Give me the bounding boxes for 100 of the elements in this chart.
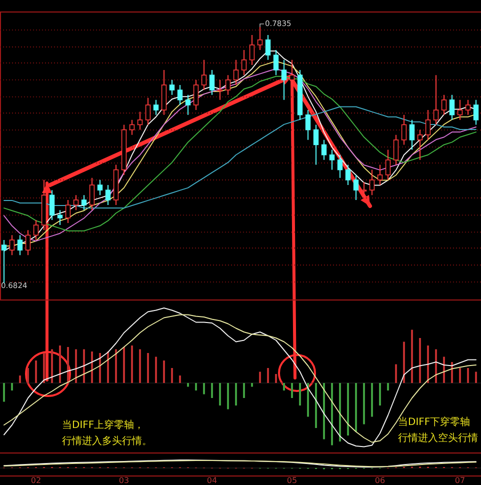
bar	[323, 383, 325, 440]
candlestick	[337, 154, 343, 178]
bar	[67, 347, 69, 383]
candlestick	[449, 94, 455, 120]
bar	[387, 383, 389, 390]
candlestick	[329, 149, 335, 170]
candlestick	[225, 74, 231, 96]
candlestick	[249, 34, 255, 66]
bar	[51, 349, 53, 383]
candlestick	[193, 79, 199, 111]
candlestick	[353, 174, 359, 200]
bar	[451, 362, 453, 383]
bar	[291, 383, 293, 398]
candlestick	[265, 34, 271, 60]
bar	[339, 383, 341, 442]
bar	[283, 383, 285, 390]
candlestick	[273, 49, 279, 76]
bar	[187, 383, 189, 387]
x-tick-label: 04	[206, 476, 218, 485]
x-tick-label: 07	[454, 476, 466, 485]
bar	[35, 360, 37, 383]
candlestick	[129, 119, 135, 136]
candlestick	[409, 119, 415, 150]
bar	[19, 376, 21, 383]
candlestick	[209, 70, 215, 96]
bar	[363, 383, 365, 424]
candlestick	[177, 84, 183, 106]
candlestick	[9, 234, 15, 256]
candlestick	[393, 134, 399, 166]
candlestick	[73, 194, 79, 211]
bar	[227, 383, 229, 410]
bar	[299, 383, 301, 406]
bar	[411, 330, 413, 383]
bar	[379, 383, 381, 406]
x-tick-label: 02	[30, 476, 42, 485]
candlestick	[81, 194, 87, 211]
candlestick	[241, 49, 247, 76]
bar	[219, 383, 221, 406]
annotation: 行情进入空头行情	[398, 432, 478, 444]
candlestick	[313, 124, 319, 166]
bar	[91, 352, 93, 383]
bar	[123, 347, 125, 383]
bar	[59, 346, 61, 383]
bar	[99, 353, 101, 383]
annotation: 行情进入多头行情。	[62, 435, 152, 447]
candlestick	[49, 190, 55, 220]
bar	[139, 349, 141, 383]
bar	[235, 383, 237, 406]
bar	[307, 383, 309, 417]
candlestick	[377, 164, 383, 186]
bar	[11, 383, 13, 390]
candlestick	[17, 234, 23, 256]
candlestick	[369, 169, 375, 196]
candlestick	[201, 59, 207, 91]
bar	[147, 353, 149, 383]
candlestick	[137, 111, 143, 130]
bar	[163, 360, 165, 383]
candlestick	[89, 177, 95, 211]
bar	[355, 383, 357, 432]
bar	[107, 352, 109, 383]
candlestick	[433, 74, 439, 126]
bar	[459, 368, 461, 383]
bar	[243, 383, 245, 398]
bar	[403, 342, 405, 383]
bar	[155, 356, 157, 383]
bar	[179, 376, 181, 383]
bar	[267, 368, 269, 383]
candlestick	[97, 179, 103, 196]
candlestick	[361, 181, 367, 198]
bar	[43, 353, 45, 383]
bar	[251, 383, 253, 387]
bar	[275, 374, 277, 383]
bar	[443, 356, 445, 383]
candlestick	[281, 59, 287, 100]
candlestick	[465, 99, 471, 116]
bar	[203, 383, 205, 394]
candlestick	[145, 97, 151, 126]
candlestick	[57, 210, 63, 226]
candlestick	[385, 149, 391, 180]
bar	[75, 349, 77, 383]
candlestick	[289, 59, 295, 86]
bar	[371, 383, 373, 417]
candlestick	[441, 94, 447, 116]
bar	[435, 349, 437, 383]
candlestick	[65, 199, 71, 224]
candlestick	[305, 110, 311, 140]
candlestick	[473, 99, 479, 126]
bar	[347, 383, 349, 436]
bar	[195, 383, 197, 390]
x-tick-label: 06	[374, 476, 386, 485]
candlestick	[425, 110, 431, 140]
bar	[259, 372, 261, 383]
candlestick	[417, 129, 423, 160]
bar	[131, 346, 133, 383]
bar	[427, 346, 429, 383]
candlestick	[401, 114, 407, 146]
candlestick	[457, 99, 463, 120]
candlestick	[25, 230, 31, 256]
bar	[115, 349, 117, 383]
candlestick	[233, 59, 239, 86]
